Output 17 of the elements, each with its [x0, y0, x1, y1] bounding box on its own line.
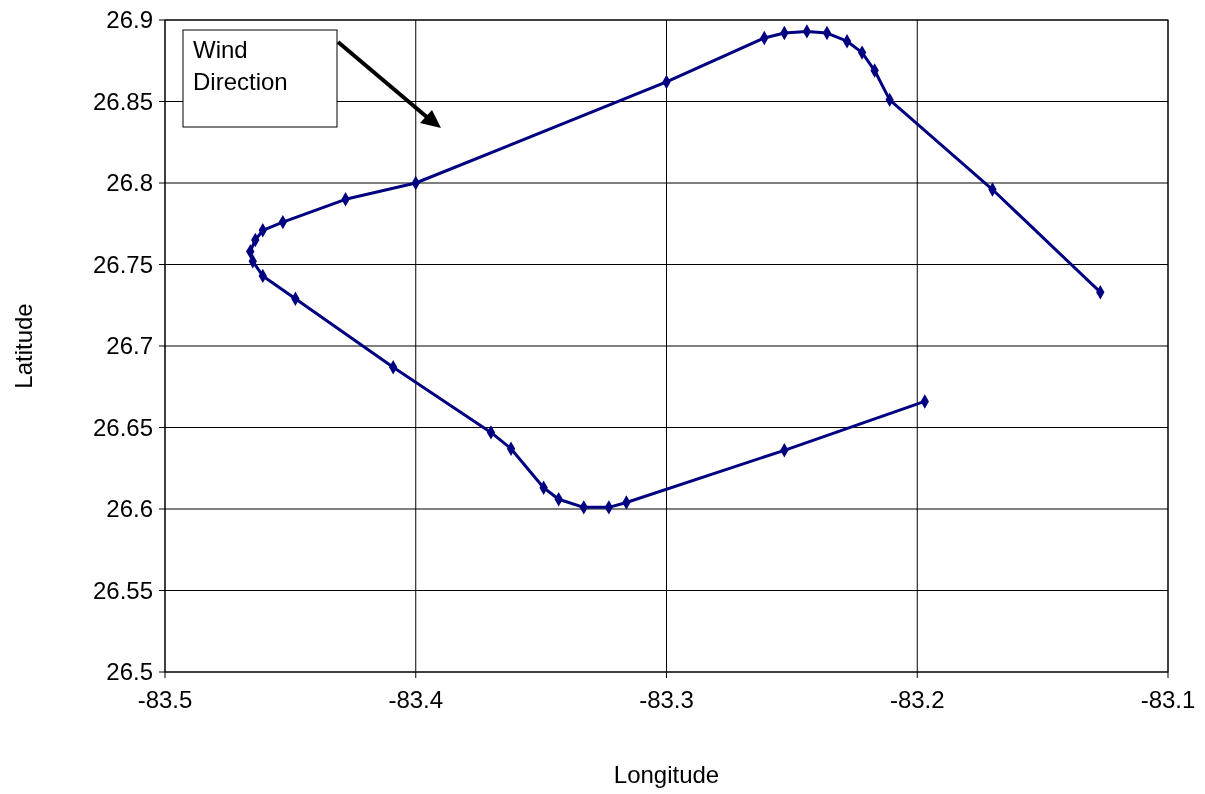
annotation: Wind Direction: [193, 36, 288, 95]
x-axis-title: Longitude: [613, 761, 720, 788]
y-tick-label: 26.8: [106, 169, 153, 196]
y-tick-label: 26.55: [92, 576, 153, 604]
x-tick-label: -83.1: [1140, 686, 1196, 713]
y-axis-title: Latitude: [10, 303, 37, 389]
x-tick-label: -83.4: [388, 686, 444, 713]
y-tick-label: 26.75: [92, 250, 153, 278]
x-tick-label: -83.3: [639, 686, 694, 713]
y-tick-label: 26.5: [106, 658, 153, 685]
x-tick-label: -83.2: [889, 686, 945, 713]
x-tick-label: -83.5: [137, 686, 193, 713]
y-tick-label: 26.65: [92, 413, 153, 441]
y-tick-label: 26.85: [92, 87, 153, 115]
y-tick-label: 26.6: [106, 495, 153, 522]
y-tick-label: 26.9: [106, 6, 153, 33]
y-tick-label: 26.7: [106, 332, 153, 359]
